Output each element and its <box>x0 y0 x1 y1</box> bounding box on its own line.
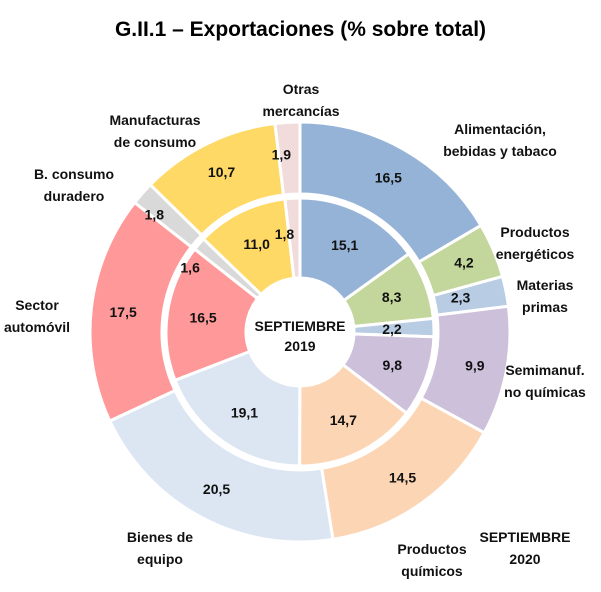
inner-value-label-7: 16,5 <box>189 309 216 325</box>
outer-value-label-1: 16,5 <box>375 169 402 185</box>
category-label-3-line-1: Materias <box>517 277 574 293</box>
center-label-line-2: 2019 <box>284 338 315 354</box>
inner-value-label-5: 14,7 <box>330 412 357 428</box>
category-label-8-line-1: B. consumo <box>34 166 114 182</box>
category-label-5-line-1: Productos <box>397 541 466 557</box>
inner-value-label-3: 2,2 <box>382 321 402 337</box>
category-label-9-line-1: Manufacturas <box>109 112 200 128</box>
outer-ring-slice-10 <box>273 120 302 197</box>
inner-value-label-4: 9,8 <box>383 357 403 373</box>
chart-labels: 15,1 8,3 2,2 9,8 14,7 19,1 16,5 1,6 11,0 1,8 16,5 4… <box>4 81 586 579</box>
category-label-2-line-1: Productos <box>500 224 569 240</box>
inner-value-label-2: 8,3 <box>382 289 402 305</box>
category-label-10-line-1: Otras <box>283 81 320 97</box>
inner-value-label-6: 19,1 <box>231 405 258 421</box>
category-label-7-line-2: automóvil <box>4 319 70 335</box>
outer-value-label-8: 1,8 <box>145 207 165 223</box>
category-label-1-line-2: bebidas y tabaco <box>443 143 557 159</box>
outer-value-label-6: 20,5 <box>203 481 230 497</box>
category-label-3-line-2: primas <box>522 299 568 315</box>
outer-value-label-3: 2,3 <box>451 289 471 305</box>
category-label-4-line-1: Semimanuf. <box>505 362 584 378</box>
outer-value-label-7: 17,5 <box>110 304 137 320</box>
category-label-10-line-2: mercancías <box>262 103 339 119</box>
inner-value-label-1: 15,1 <box>331 237 358 253</box>
outer-value-label-10: 1,9 <box>272 146 292 162</box>
category-label-7-line-1: Sector <box>15 297 59 313</box>
inner-ring-slice-1 <box>298 196 411 303</box>
inner-value-label-9: 11,0 <box>243 236 270 252</box>
outer-value-label-9: 10,7 <box>208 164 235 180</box>
center-label-line-1: SEPTIEMBRE <box>254 318 345 334</box>
category-label-8-line-2: duradero <box>44 188 105 204</box>
inner-value-label-10: 1,8 <box>275 226 295 242</box>
category-label-4-line-2: no químicas <box>504 384 586 400</box>
category-label-9-line-2: de consumo <box>114 134 196 150</box>
category-label-6-line-2: equipo <box>137 551 183 567</box>
category-label-2-line-2: energéticos <box>496 246 575 262</box>
inner-value-label-8: 1,6 <box>180 260 200 276</box>
category-label-6-line-1: Bienes de <box>127 529 193 545</box>
outer-value-label-4: 9,9 <box>465 357 485 373</box>
outer-series-label-line-2: 2020 <box>509 551 540 567</box>
chart-title: G.II.1 – Exportaciones (% sobre total) <box>114 18 487 41</box>
outer-series-label-line-1: SEPTIEMBRE <box>479 529 570 545</box>
category-label-5-line-2: químicos <box>401 563 463 579</box>
donut-rings <box>88 120 512 544</box>
inner-ring-slice-10 <box>283 196 302 281</box>
outer-value-label-2: 4,2 <box>454 255 474 271</box>
inner-ring-slice-6 <box>173 349 302 468</box>
outer-value-label-5: 14,5 <box>389 470 416 486</box>
category-label-1-line-1: Alimentación, <box>454 121 546 137</box>
